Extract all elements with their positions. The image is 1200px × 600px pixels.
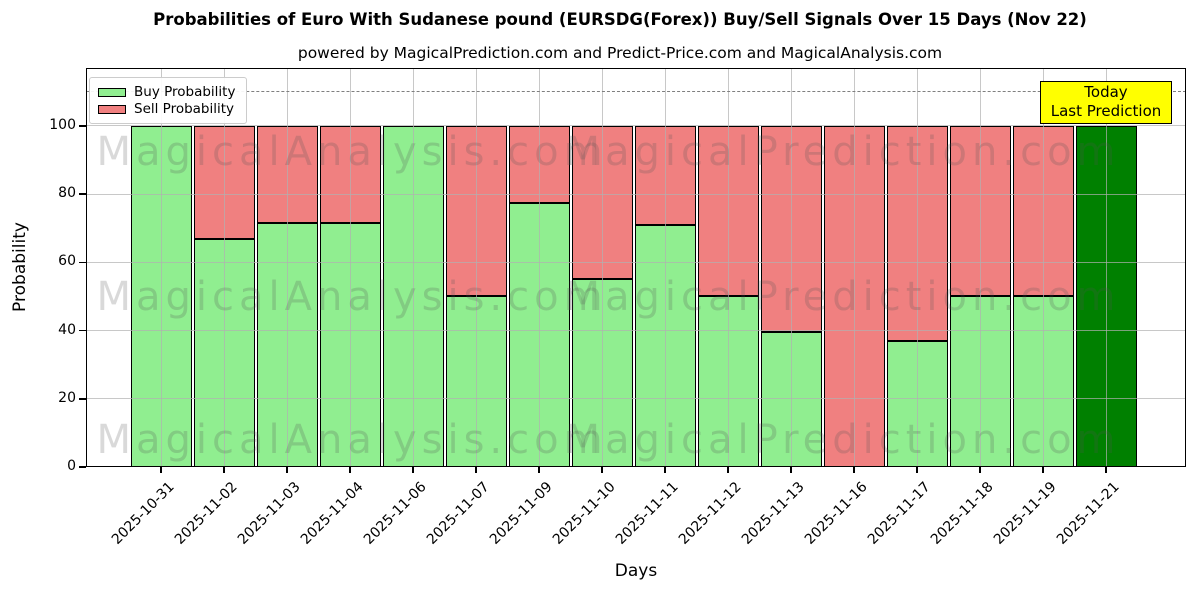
x-tick-label: 2025-11-03 — [234, 479, 304, 548]
y-tick-label: 0 — [67, 458, 76, 474]
y-tick — [79, 193, 86, 195]
legend-item: Buy Probability — [98, 84, 238, 101]
x-tick — [853, 467, 855, 473]
gridline-vertical — [979, 68, 981, 467]
y-tick — [79, 398, 86, 400]
gridline-vertical — [916, 68, 918, 467]
x-tick — [223, 467, 225, 473]
today-annotation-line1: Today — [1084, 83, 1128, 101]
x-tick — [664, 467, 666, 473]
gridline-vertical — [223, 68, 225, 467]
gridline-vertical — [664, 68, 666, 467]
y-tick — [79, 125, 86, 127]
gridline-vertical — [286, 68, 288, 467]
x-tick — [538, 467, 540, 473]
x-tick-label: 2025-11-12 — [675, 479, 745, 548]
y-tick-label: 100 — [49, 116, 76, 133]
gridline-horizontal — [86, 398, 1186, 400]
x-tick-label: 2025-10-31 — [108, 479, 178, 548]
legend-label: Buy Probability — [134, 84, 236, 100]
x-tick — [1042, 467, 1044, 473]
x-tick — [475, 467, 477, 473]
x-tick — [1105, 467, 1107, 473]
gridline-vertical — [601, 68, 603, 467]
gridline-vertical — [475, 68, 477, 467]
gridline-vertical — [160, 68, 162, 467]
gridline-horizontal — [86, 125, 1186, 127]
y-tick-label: 40 — [58, 321, 76, 338]
x-tick — [979, 467, 981, 473]
x-tick — [160, 467, 162, 473]
x-tick-label: 2025-11-17 — [864, 479, 934, 548]
gridline-vertical — [790, 68, 792, 467]
legend-label: Sell Probability — [134, 101, 235, 117]
x-tick-label: 2025-11-16 — [801, 479, 871, 548]
y-tick-label: 60 — [58, 253, 76, 270]
x-tick-label: 2025-11-11 — [612, 479, 682, 548]
gridline-vertical — [1105, 68, 1107, 467]
x-tick-label: 2025-11-19 — [990, 479, 1060, 548]
x-tick — [286, 467, 288, 473]
gridline-horizontal — [86, 330, 1186, 332]
x-tick-label: 2025-11-07 — [423, 479, 493, 548]
x-tick — [412, 467, 414, 473]
x-tick-label: 2025-11-02 — [171, 479, 241, 548]
x-tick — [349, 467, 351, 473]
dashed-threshold-line — [86, 90, 1186, 92]
chart-title: Probabilities of Euro With Sudanese poun… — [153, 10, 1087, 29]
gridline-horizontal — [86, 193, 1186, 195]
x-tick-label: 2025-11-10 — [549, 479, 619, 548]
gridline-vertical — [853, 68, 855, 467]
x-tick — [601, 467, 603, 473]
x-axis-label: Days — [614, 561, 658, 581]
x-tick — [727, 467, 729, 473]
y-tick — [79, 466, 86, 468]
gridline-horizontal — [86, 261, 1186, 263]
gridline-vertical — [349, 68, 351, 467]
gridline-vertical — [1042, 68, 1044, 467]
today-annotation-line2: Last Prediction — [1050, 102, 1162, 120]
y-axis-label: Probability — [10, 222, 30, 312]
y-tick — [79, 329, 86, 332]
today-annotation: Today Last Prediction — [1040, 81, 1172, 124]
x-tick — [790, 467, 792, 473]
y-tick-label: 80 — [58, 185, 76, 202]
legend-item: Sell Probability — [98, 101, 238, 118]
x-tick-label: 2025-11-04 — [297, 479, 367, 548]
legend-swatch — [98, 88, 126, 97]
gridline-vertical — [412, 68, 414, 467]
x-tick-label: 2025-11-06 — [360, 479, 430, 548]
gridline-vertical — [538, 68, 540, 467]
legend: Buy Probability Sell Probability — [89, 77, 247, 124]
x-tick-label: 2025-11-13 — [738, 479, 808, 548]
x-tick — [916, 467, 918, 473]
y-tick-label: 20 — [58, 389, 76, 406]
gridline-vertical — [727, 68, 729, 467]
chart-subtitle: powered by MagicalPrediction.com and Pre… — [297, 44, 943, 62]
y-tick — [79, 261, 86, 264]
x-tick-label: 2025-11-09 — [486, 479, 556, 548]
x-tick-label: 2025-11-21 — [1053, 479, 1123, 548]
legend-swatch — [98, 105, 126, 114]
x-tick-label: 2025-11-18 — [927, 479, 997, 548]
